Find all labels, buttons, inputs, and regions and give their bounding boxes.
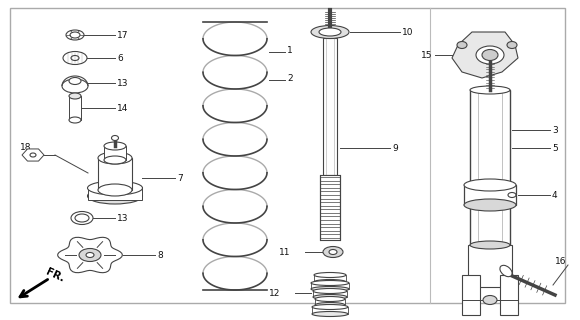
Text: 9: 9 bbox=[392, 143, 398, 153]
Ellipse shape bbox=[483, 295, 497, 305]
Ellipse shape bbox=[315, 297, 345, 301]
Ellipse shape bbox=[311, 26, 349, 38]
Ellipse shape bbox=[86, 252, 94, 258]
Ellipse shape bbox=[329, 250, 337, 254]
Ellipse shape bbox=[98, 152, 132, 164]
Text: 7: 7 bbox=[177, 173, 183, 182]
Ellipse shape bbox=[311, 286, 349, 292]
Text: 10: 10 bbox=[402, 28, 414, 36]
Bar bbox=[468, 245, 512, 287]
Polygon shape bbox=[452, 32, 518, 78]
Ellipse shape bbox=[319, 28, 341, 36]
Ellipse shape bbox=[71, 55, 79, 60]
Ellipse shape bbox=[311, 281, 349, 285]
Text: 18: 18 bbox=[20, 142, 31, 151]
Bar bbox=[320, 175, 340, 240]
Bar bbox=[500, 275, 518, 315]
Ellipse shape bbox=[323, 246, 343, 258]
Bar bbox=[311, 283, 349, 289]
Ellipse shape bbox=[508, 193, 516, 197]
Ellipse shape bbox=[464, 179, 516, 191]
Ellipse shape bbox=[457, 42, 467, 49]
Ellipse shape bbox=[500, 265, 512, 277]
Bar bbox=[312, 307, 348, 314]
Text: 14: 14 bbox=[117, 103, 128, 113]
Bar bbox=[462, 275, 480, 315]
Ellipse shape bbox=[314, 273, 346, 277]
Ellipse shape bbox=[69, 77, 81, 84]
Text: 11: 11 bbox=[278, 247, 290, 257]
Bar bbox=[98, 158, 132, 190]
Ellipse shape bbox=[79, 249, 101, 261]
Text: 6: 6 bbox=[117, 53, 123, 62]
Ellipse shape bbox=[66, 30, 84, 40]
Bar bbox=[464, 185, 516, 205]
Polygon shape bbox=[58, 237, 122, 273]
Ellipse shape bbox=[69, 93, 81, 99]
Ellipse shape bbox=[104, 156, 126, 164]
Ellipse shape bbox=[313, 294, 347, 300]
Bar bbox=[470, 90, 510, 245]
Text: 5: 5 bbox=[552, 143, 558, 153]
Text: 13: 13 bbox=[117, 213, 129, 222]
Ellipse shape bbox=[464, 199, 516, 211]
Ellipse shape bbox=[69, 117, 81, 123]
Text: 3: 3 bbox=[552, 125, 558, 134]
Text: 1: 1 bbox=[287, 45, 293, 54]
Ellipse shape bbox=[63, 52, 87, 65]
Ellipse shape bbox=[470, 241, 510, 249]
Bar bbox=[104, 146, 126, 160]
Text: 4: 4 bbox=[552, 190, 557, 199]
Text: 13: 13 bbox=[117, 78, 129, 87]
Bar bbox=[314, 275, 346, 282]
Ellipse shape bbox=[476, 46, 504, 64]
Ellipse shape bbox=[78, 215, 86, 220]
Ellipse shape bbox=[313, 289, 347, 293]
Text: FR.: FR. bbox=[44, 266, 66, 284]
Ellipse shape bbox=[98, 184, 132, 196]
Ellipse shape bbox=[70, 32, 80, 38]
Ellipse shape bbox=[71, 212, 93, 225]
Bar bbox=[315, 299, 345, 305]
Ellipse shape bbox=[312, 311, 348, 316]
Text: 8: 8 bbox=[157, 251, 163, 260]
Ellipse shape bbox=[62, 79, 88, 93]
Text: 12: 12 bbox=[269, 289, 280, 298]
Text: 16: 16 bbox=[555, 258, 567, 267]
Ellipse shape bbox=[88, 188, 143, 204]
Ellipse shape bbox=[312, 305, 348, 309]
Ellipse shape bbox=[507, 42, 517, 49]
Bar bbox=[69, 96, 81, 120]
Ellipse shape bbox=[482, 50, 498, 60]
Ellipse shape bbox=[314, 279, 346, 284]
Ellipse shape bbox=[470, 86, 510, 94]
Ellipse shape bbox=[88, 181, 143, 195]
Ellipse shape bbox=[104, 142, 126, 150]
Bar bbox=[323, 38, 337, 175]
Text: 2: 2 bbox=[287, 74, 293, 83]
Text: 15: 15 bbox=[420, 51, 432, 60]
Ellipse shape bbox=[75, 214, 89, 222]
Ellipse shape bbox=[111, 135, 118, 140]
Bar bbox=[88, 188, 142, 200]
Ellipse shape bbox=[315, 302, 345, 308]
Ellipse shape bbox=[30, 153, 36, 157]
Bar bbox=[313, 291, 347, 297]
Text: 17: 17 bbox=[117, 30, 129, 39]
Polygon shape bbox=[22, 149, 44, 161]
